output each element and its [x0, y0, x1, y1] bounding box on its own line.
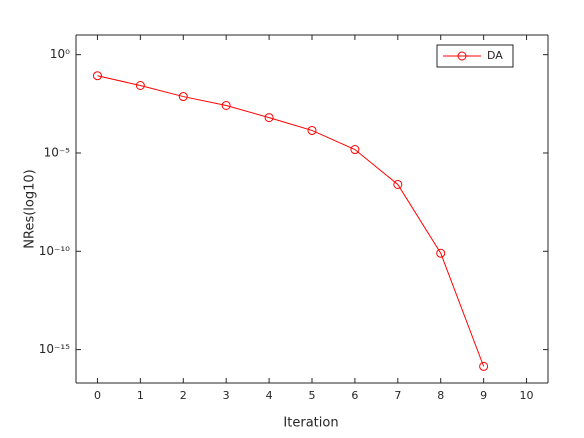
x-tick-label: 5: [309, 389, 316, 402]
x-axis-label: Iteration: [283, 416, 338, 431]
data-point: [178, 92, 188, 102]
x-tick-label: 9: [480, 389, 487, 402]
x-tick-label: 1: [137, 389, 144, 402]
data-line: [97, 75, 485, 367]
x-tick-label: 2: [180, 389, 187, 402]
x-tick-label: 7: [394, 389, 401, 402]
data-point: [135, 81, 145, 91]
y-tick-label: 10⁻⁵: [44, 145, 71, 159]
legend-marker: [457, 51, 467, 61]
legend-label: DA: [487, 49, 503, 62]
data-point: [436, 248, 446, 258]
y-axis-label: NRes(log10): [23, 169, 38, 248]
data-point: [221, 100, 231, 110]
data-point: [350, 145, 360, 155]
x-tick-label: 0: [94, 389, 101, 402]
y-tick-label: 10⁻¹⁵: [39, 342, 70, 356]
x-tick-label: 8: [437, 389, 444, 402]
x-tick-label: 3: [223, 389, 230, 402]
y-tick-label: 10⁻¹⁰: [39, 244, 70, 258]
y-tick-label: 10⁰: [50, 47, 70, 61]
data-point: [307, 125, 317, 135]
data-point: [92, 71, 102, 81]
data-point: [264, 113, 274, 123]
x-tick-label: 6: [351, 389, 358, 402]
x-tick-label: 4: [266, 389, 273, 402]
data-point: [393, 179, 403, 189]
x-tick-label: 10: [520, 389, 534, 402]
data-point: [479, 361, 489, 371]
